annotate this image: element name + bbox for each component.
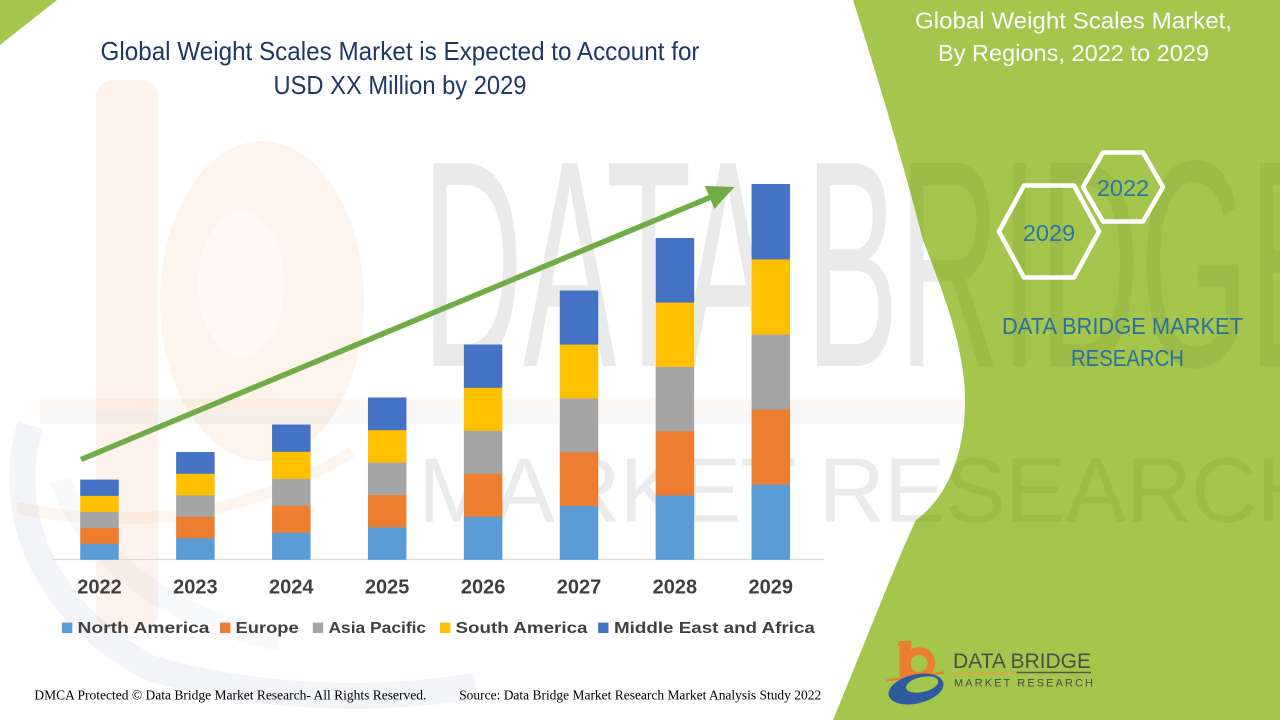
svg-text:Global Weight Scales Market,: Global Weight Scales Market,	[915, 8, 1232, 34]
svg-text:USD XX Million by 2029: USD XX Million by 2029	[274, 70, 527, 100]
svg-text:2024: 2024	[269, 577, 314, 599]
svg-text:2026: 2026	[461, 577, 506, 599]
svg-text:By Regions, 2022 to 2029: By Regions, 2022 to 2029	[938, 40, 1209, 66]
svg-text:Europe: Europe	[236, 620, 299, 637]
svg-text:RESEARCH: RESEARCH	[1071, 345, 1184, 371]
svg-text:Source: Data Bridge Market Res: Source: Data Bridge Market Research Mark…	[459, 689, 821, 704]
svg-text:2023: 2023	[173, 577, 218, 599]
svg-text:DATA BRIDGE: DATA BRIDGE	[953, 650, 1091, 673]
svg-text:2027: 2027	[557, 577, 602, 599]
svg-text:DMCA Protected © Data Bridge M: DMCA Protected © Data Bridge Market Rese…	[34, 689, 426, 704]
svg-text:2022: 2022	[77, 577, 122, 599]
svg-text:DATA BRIDGE MARKET: DATA BRIDGE MARKET	[1002, 313, 1243, 339]
svg-text:2025: 2025	[365, 577, 410, 599]
svg-text:Global Weight Scales Market is: Global Weight Scales Market is Expected …	[101, 36, 700, 66]
svg-text:2022: 2022	[1097, 175, 1149, 201]
svg-text:North America: North America	[78, 620, 210, 637]
svg-text:2029: 2029	[1023, 220, 1075, 246]
svg-text:MARKET RESEARCH: MARKET RESEARCH	[954, 678, 1093, 690]
svg-text:South America: South America	[456, 620, 588, 637]
svg-text:Middle East and Africa: Middle East and Africa	[614, 620, 815, 637]
svg-text:2028: 2028	[653, 577, 698, 599]
svg-text:2029: 2029	[749, 577, 794, 599]
svg-text:Asia Pacific: Asia Pacific	[329, 620, 427, 637]
